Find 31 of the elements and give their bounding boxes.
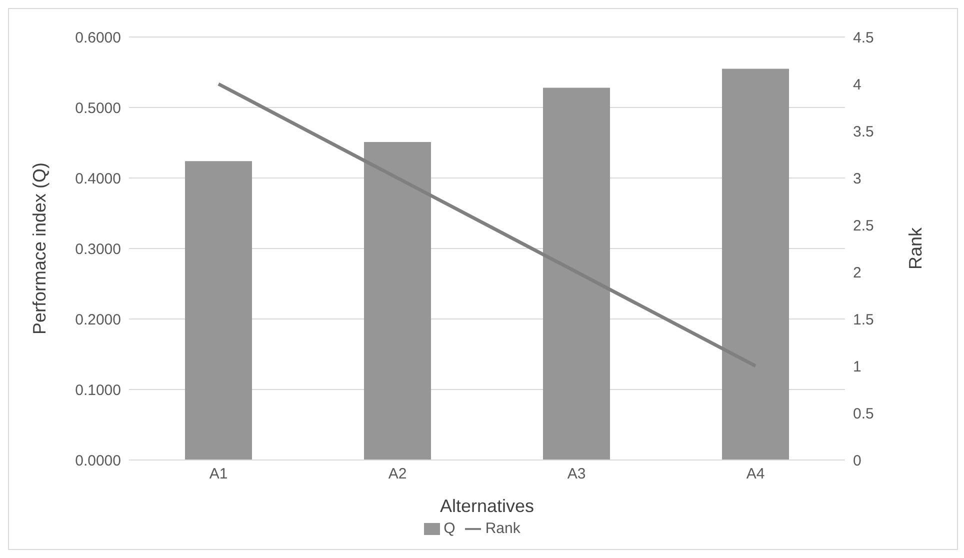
y2-axis-title: Rank: [905, 226, 926, 270]
y2-tick-label: 4: [853, 76, 862, 94]
x-tick-label: A3: [567, 466, 586, 483]
y2-tick-label: 4.5: [853, 29, 874, 46]
x-tick-label: A1: [209, 466, 228, 483]
y2-tick-label: 3: [853, 170, 862, 188]
x-tick-label: A4: [746, 466, 765, 483]
y-tick-label: 0.0000: [75, 452, 121, 470]
y-tick-label: 0.5000: [75, 100, 121, 117]
y-axis-title: Performace index (Q): [29, 162, 50, 335]
bar: [364, 142, 431, 460]
y-tick-label: 0.3000: [75, 240, 121, 258]
y2-tick-label: 0.5: [853, 405, 874, 422]
y-tick-label: 0.6000: [75, 29, 121, 46]
y-tick-label: 0.2000: [75, 311, 121, 328]
legend-label: Rank: [485, 520, 520, 537]
x-axis-title: Alternatives: [440, 496, 534, 516]
bar: [185, 161, 252, 460]
legend-label: Q: [444, 520, 456, 537]
y-tick-label: 0.4000: [75, 170, 121, 188]
y2-tick-label: 3.5: [853, 123, 874, 140]
bar: [722, 68, 789, 460]
y2-tick-label: 1: [853, 358, 862, 376]
y-tick-label: 0.1000: [75, 382, 121, 399]
line-series: [216, 82, 758, 368]
y2-tick-label: 2.5: [853, 217, 874, 234]
bar: [543, 88, 610, 460]
y2-tick-label: 1.5: [853, 311, 874, 328]
y2-tick-label: 0: [853, 452, 862, 470]
y2-tick-label: 2: [853, 264, 862, 282]
x-tick-label: A2: [388, 466, 407, 483]
